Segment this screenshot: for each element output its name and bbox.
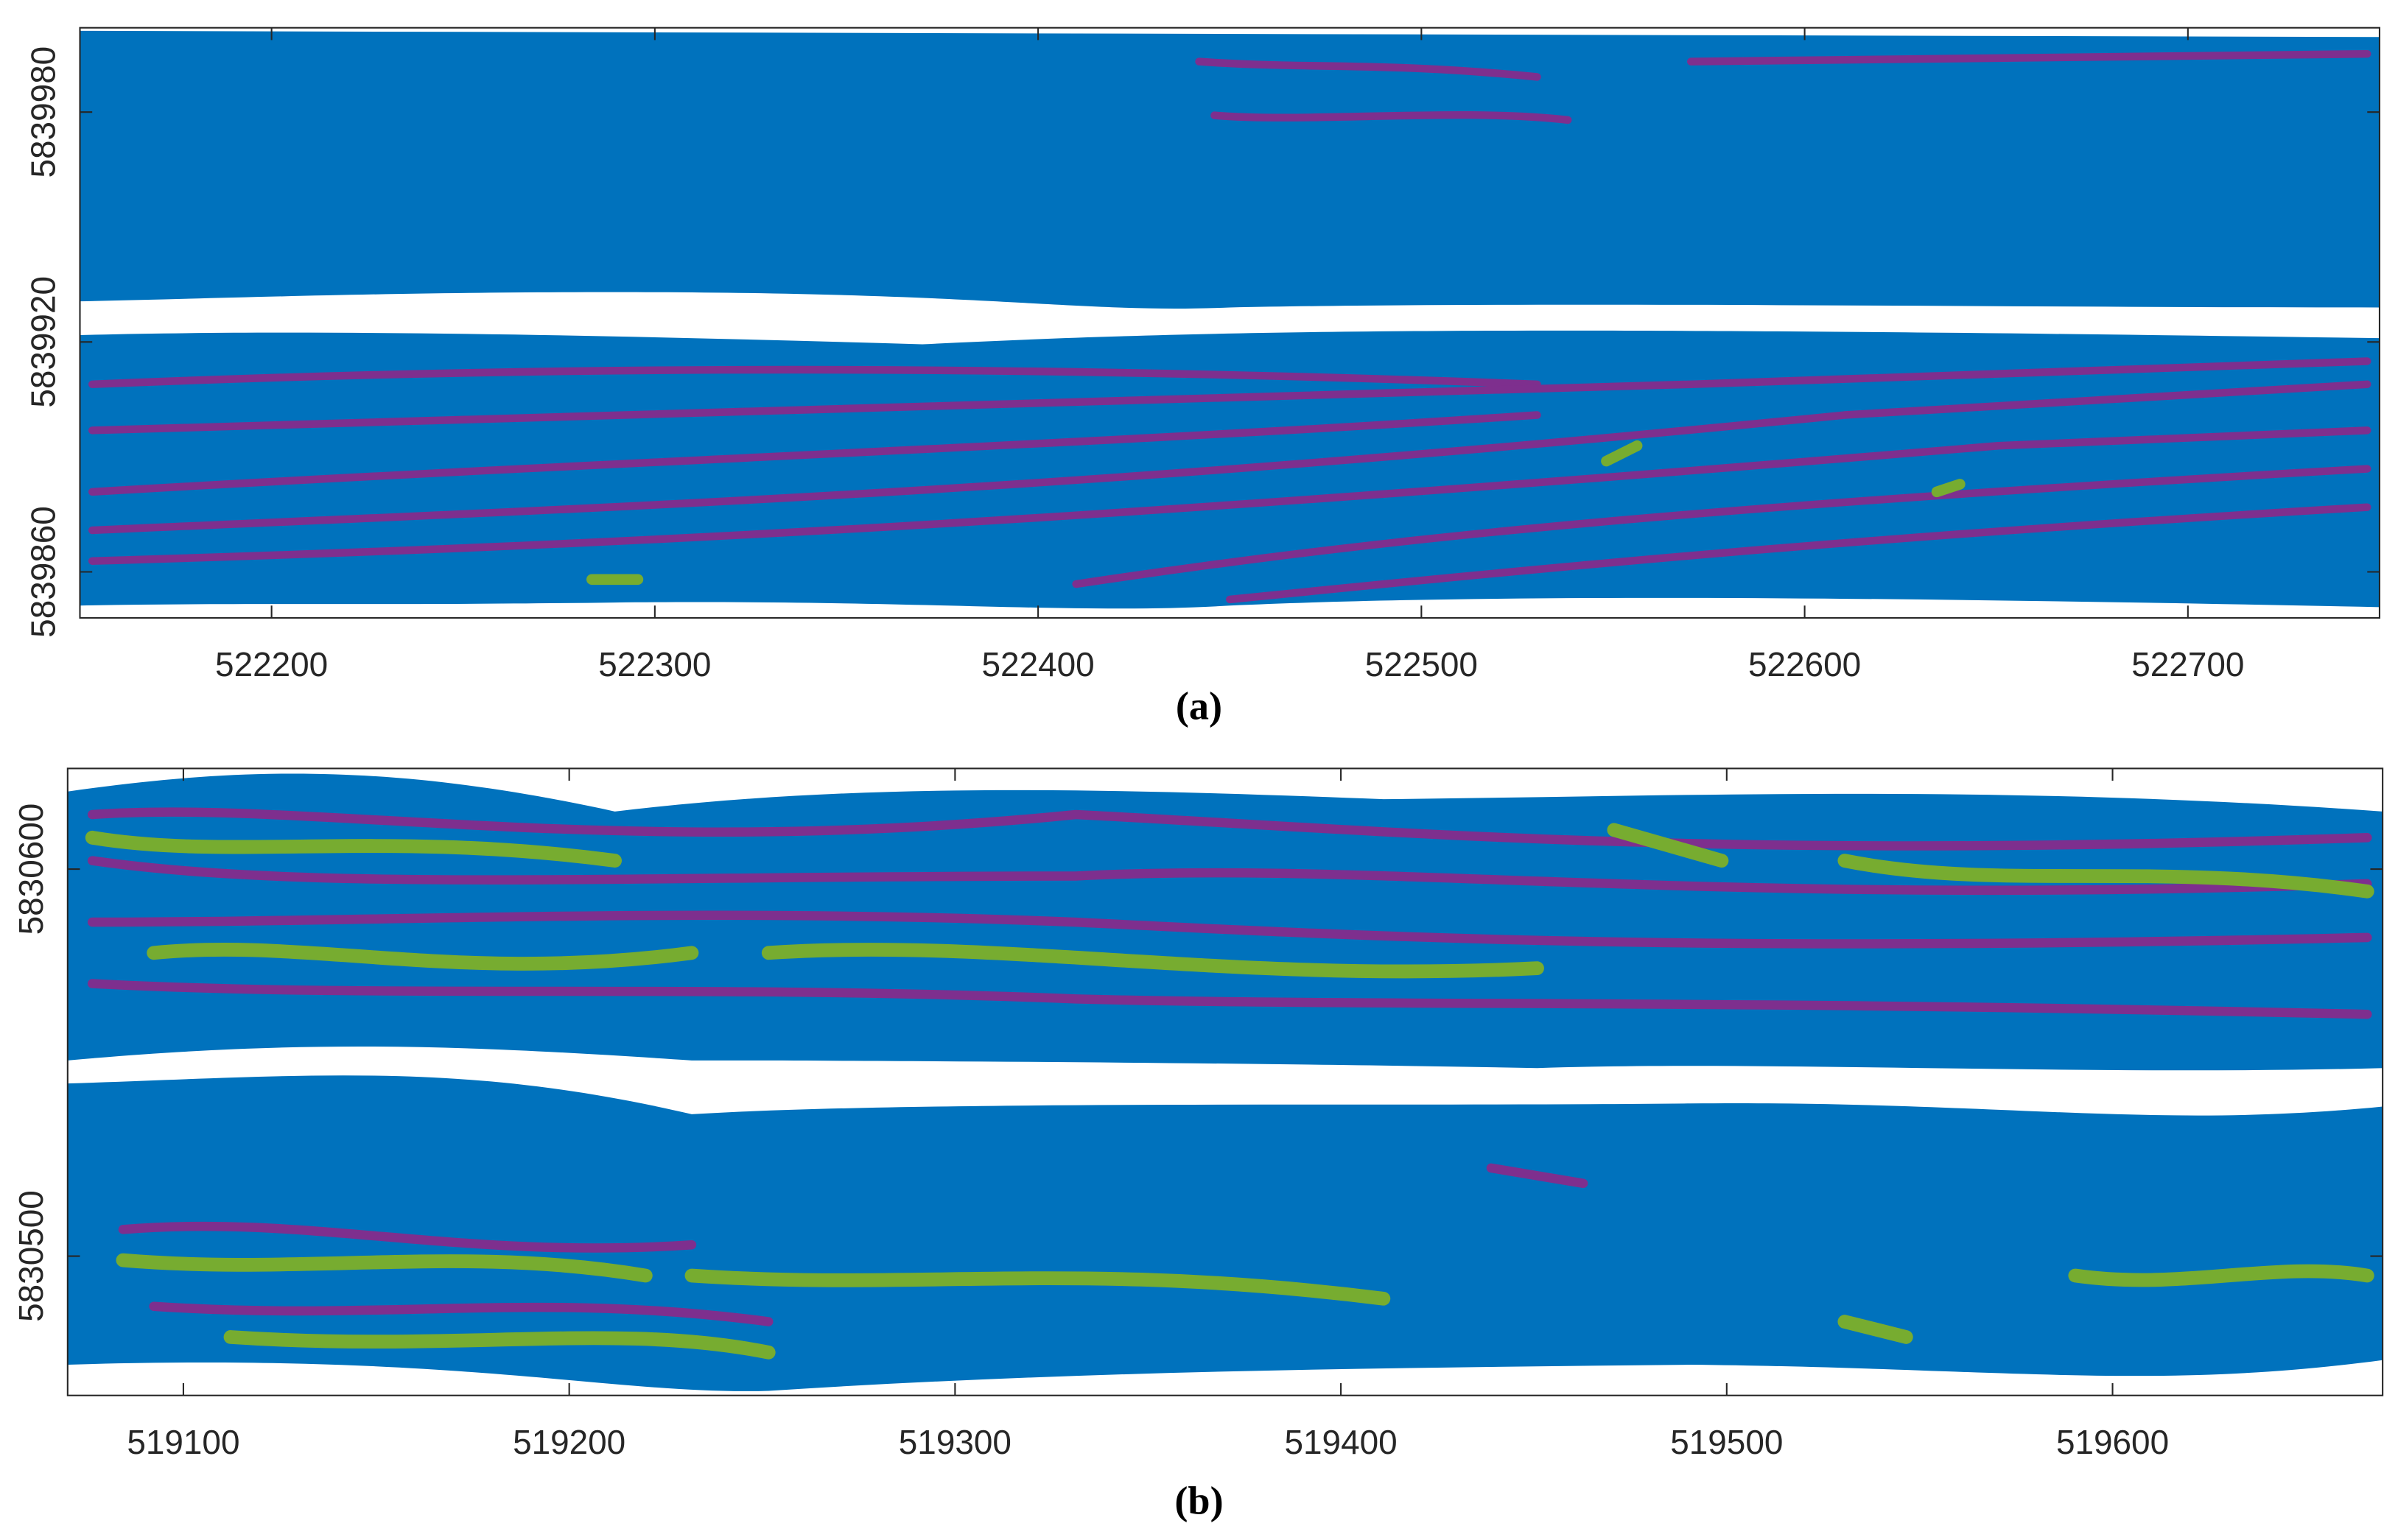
x-tick-label: 519600 — [2056, 1423, 2169, 1461]
x-tick-label: 519400 — [1285, 1423, 1398, 1461]
swath-image-a — [80, 30, 2380, 609]
y-tick-label: 5830600 — [12, 804, 50, 935]
x-tick-label: 522300 — [598, 645, 711, 683]
axes-box — [66, 767, 2384, 1396]
x-tick-label: 519300 — [899, 1423, 1012, 1461]
x-tick-label: 522500 — [1365, 645, 1478, 683]
x-tick-label: 522200 — [215, 645, 328, 683]
y-tick-label: 5830500 — [12, 1190, 50, 1322]
panel-caption: (a) — [1176, 684, 1222, 728]
x-tick-label: 519500 — [1670, 1423, 1783, 1461]
x-tick-label: 519200 — [513, 1423, 625, 1461]
x-tick-label: 522600 — [1748, 645, 1861, 683]
y-tick-label: 5839860 — [24, 506, 63, 638]
x-tick-label: 522700 — [2131, 645, 2244, 683]
panel-caption: (b) — [1174, 1478, 1223, 1522]
swath-image-b — [67, 773, 2383, 1391]
y-tick-label: 5839980 — [24, 46, 63, 178]
x-tick-label: 519100 — [127, 1423, 239, 1461]
axes-box — [79, 27, 2381, 619]
x-tick-label: 522400 — [982, 645, 1095, 683]
y-tick-label: 5839920 — [24, 276, 63, 408]
